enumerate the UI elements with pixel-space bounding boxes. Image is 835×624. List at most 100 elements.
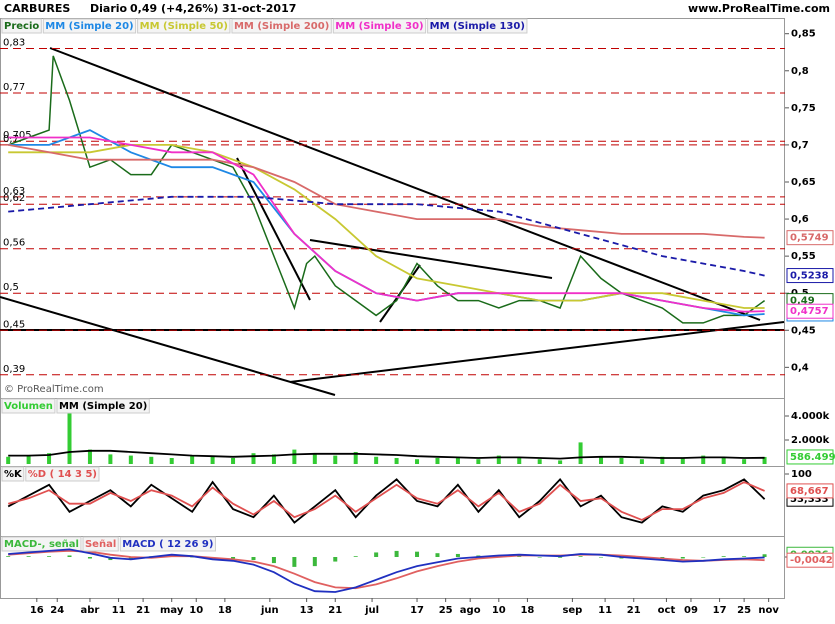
series-line (8, 136, 765, 313)
bar (108, 454, 113, 464)
legend-box (427, 18, 528, 34)
last-price: 0,49 (+4,26%) (130, 2, 218, 15)
x-tick-label: 25 (439, 605, 453, 616)
series-line (8, 549, 765, 590)
y-tick-label: 4.000k (791, 411, 830, 422)
y-tick-label: 0,7 (791, 140, 809, 151)
x-tick-label: 11 (598, 605, 612, 616)
bar (26, 455, 31, 464)
y-tick-label: 0,65 (791, 177, 816, 188)
legend-label: Precio (4, 21, 39, 32)
bar (353, 556, 358, 557)
y-tick-label: 100 (791, 469, 812, 480)
legend-label: %K (4, 469, 23, 480)
series-line (8, 548, 765, 593)
legend-box (1, 466, 25, 482)
period: Diario (90, 2, 128, 15)
legend-label: MM (Simple 20) (59, 401, 147, 412)
value-label: 0,4757 (790, 306, 829, 317)
bar (660, 456, 665, 464)
value-label-box (786, 230, 834, 246)
x-tick-label: 13 (300, 605, 314, 616)
bar (271, 557, 276, 564)
bar (128, 557, 133, 560)
bar (742, 459, 747, 464)
level-label: 0,83 (3, 38, 25, 49)
x-tick-label: ago (460, 605, 481, 616)
trendline (309, 239, 553, 279)
legend-label: MM (Simple 200) (234, 21, 329, 32)
bar (701, 557, 706, 558)
bar (435, 458, 440, 464)
legend-label: MM (Simple 130) (430, 21, 525, 32)
legend-label: MACD ( 12 26 9) (122, 539, 213, 550)
bar (415, 551, 420, 557)
bar (6, 456, 11, 464)
bar (680, 458, 685, 464)
bar (271, 454, 276, 464)
bar (435, 553, 440, 557)
trendlines (0, 47, 785, 396)
legend-label: MM (Simple 20) (45, 21, 133, 32)
legend-box (42, 18, 137, 34)
x-tick-label: 17 (410, 605, 424, 616)
bar (231, 458, 236, 464)
date: 31-oct-2017 (222, 2, 296, 15)
legend-box (82, 536, 119, 552)
site: www.ProRealTime.com (688, 2, 830, 15)
bar (26, 556, 31, 557)
x-tick-label: abr (81, 605, 100, 616)
bar (680, 557, 685, 559)
x-tick-label: 11 (112, 605, 126, 616)
legend-box (332, 18, 427, 34)
bar (558, 460, 563, 464)
bar (537, 459, 542, 464)
value-label: 0,5749 (790, 233, 829, 244)
series-line (7, 481, 765, 521)
series-line (8, 144, 765, 239)
bar (251, 453, 256, 464)
legend-box (56, 398, 150, 414)
level-label: 0,77 (3, 82, 25, 93)
bar (251, 557, 256, 561)
bar (87, 557, 92, 559)
x-tick-label: 18 (520, 605, 534, 616)
bar (415, 459, 420, 464)
y-tick-label: 0,6 (791, 214, 809, 225)
y-tick-label: 0,55 (791, 251, 816, 262)
bar (537, 557, 542, 558)
bar (333, 557, 338, 562)
bar (67, 404, 72, 464)
bar (87, 449, 92, 464)
x-tick-label: 25 (737, 605, 751, 616)
legend-box (231, 18, 332, 34)
x-tick-label: sep (562, 605, 582, 616)
bar (558, 557, 563, 558)
legend-label: Señal (85, 539, 116, 550)
bar (47, 453, 52, 464)
bar (312, 453, 317, 464)
bar (128, 455, 133, 464)
bar (67, 555, 72, 557)
value-label: -0,0042 (790, 555, 833, 566)
y-tick-label: 0,8 (791, 66, 809, 77)
x-tick-label: nov (758, 605, 779, 616)
series-line (7, 478, 766, 524)
y-tick-label: 0,4 (791, 362, 809, 373)
bar (721, 556, 726, 557)
bar (312, 557, 317, 567)
bar (599, 456, 604, 464)
level-label: 0,7 (3, 134, 19, 145)
level-label: 0,705 (3, 130, 32, 141)
x-tick-label: 10 (189, 605, 203, 616)
x-tick-label: may (160, 605, 184, 616)
value-label-box (786, 268, 834, 284)
trendline (0, 296, 336, 396)
legend-box (1, 18, 42, 34)
bar (762, 554, 767, 557)
y-tick-label: 2.000k (791, 435, 830, 446)
x-tick-label: 17 (713, 605, 727, 616)
bar (190, 455, 195, 464)
trendline (289, 321, 785, 383)
